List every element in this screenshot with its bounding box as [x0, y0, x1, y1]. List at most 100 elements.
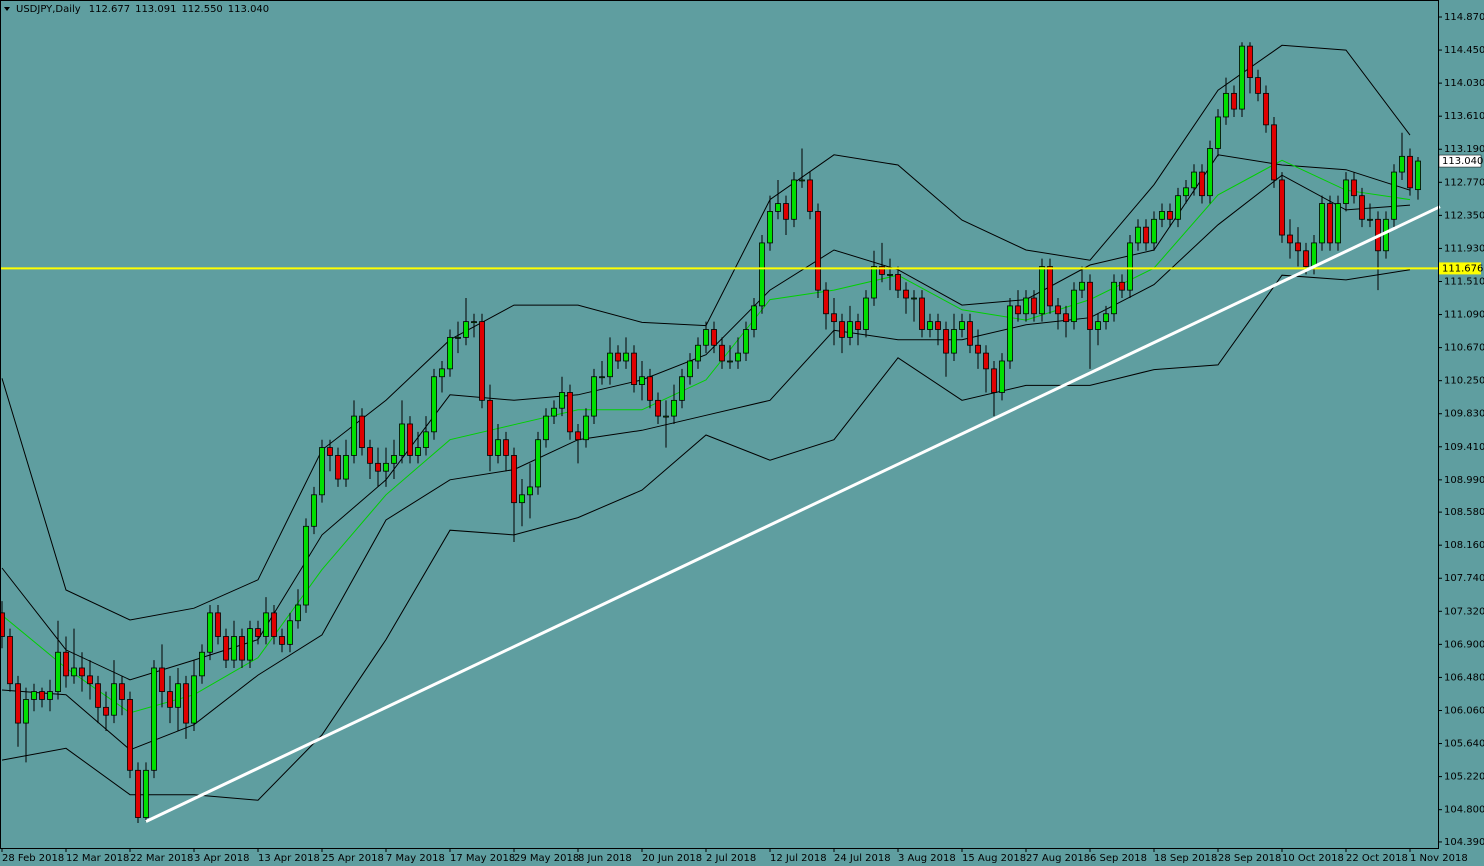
x-tick-label: 15 Aug 2018 [962, 853, 1026, 864]
price-tag-label: 113.040 [1442, 156, 1483, 167]
candle-body [583, 415, 589, 441]
candle-body [423, 431, 429, 448]
candle-body [199, 651, 205, 677]
candle-body [1175, 195, 1181, 220]
candle-body [543, 415, 549, 441]
x-tick-label: 24 Jul 2018 [834, 853, 891, 864]
header-value: 113.040 [228, 4, 269, 15]
candle-body [871, 266, 877, 299]
y-tick-label: 111.090 [1444, 310, 1484, 321]
candle-body [71, 667, 77, 677]
candle-body [567, 392, 573, 433]
candle-body [1215, 116, 1221, 149]
candle-body [951, 329, 957, 354]
candle-body [1359, 195, 1365, 220]
candle-body [1255, 77, 1261, 94]
y-tick-label: 104.800 [1444, 805, 1484, 816]
candle-body [863, 297, 869, 330]
candle-body [1327, 203, 1333, 244]
y-tick-label: 111.510 [1444, 276, 1484, 287]
candle-body [767, 211, 773, 244]
candle-body [1007, 305, 1013, 362]
y-tick-label: 107.320 [1444, 606, 1484, 617]
y-tick-label: 111.930 [1444, 243, 1484, 254]
candle-body [663, 415, 669, 418]
y-tick-label: 108.990 [1444, 475, 1484, 486]
y-tick-label: 106.060 [1444, 705, 1484, 716]
candle-body [431, 376, 437, 433]
candle-body [119, 683, 125, 700]
x-tick-label: 27 Aug 2018 [1026, 853, 1090, 864]
candle-body [911, 297, 917, 300]
indicator-line [1, 159, 1411, 714]
candle-body [1039, 266, 1045, 315]
candle-body [999, 360, 1005, 393]
candle-body [591, 376, 597, 417]
x-tick-label: 3 Apr 2018 [194, 853, 249, 864]
x-tick-label: 6 Sep 2018 [1090, 853, 1147, 864]
plot-area [0, 42, 1441, 824]
candle-body [167, 691, 173, 708]
y-tick-label: 114.030 [1444, 78, 1484, 89]
candle-body [687, 360, 693, 378]
x-tick-label: 13 Apr 2018 [258, 853, 320, 864]
candle-body [487, 399, 493, 456]
candle-body [1383, 218, 1389, 252]
candle-body [1183, 187, 1189, 197]
candle-body [1047, 266, 1053, 307]
candle-body [1415, 160, 1421, 191]
candle-body [263, 612, 269, 637]
candle-body [855, 321, 861, 330]
candle-body [279, 636, 285, 645]
x-tick-label: 25 Apr 2018 [322, 853, 384, 864]
candle-body [7, 636, 13, 685]
y-tick-label: 114.450 [1444, 45, 1484, 56]
candle-body [1239, 45, 1245, 110]
indicator-line [1, 269, 1411, 801]
candle-body [391, 455, 397, 464]
candle-body [143, 769, 149, 818]
candle-body [831, 313, 837, 323]
x-tick-label: 8 Jun 2018 [578, 853, 632, 864]
candle-body [1335, 203, 1341, 244]
x-tick-label: 1 Nov 2018 [1410, 853, 1468, 864]
candle-body [79, 667, 85, 677]
candle-body [967, 321, 973, 346]
x-tick-label: 28 Sep 2018 [1218, 853, 1281, 864]
y-tick-label: 114.870 [1444, 12, 1484, 23]
candle-body [1015, 305, 1021, 315]
candle-body [127, 699, 133, 771]
candle-body [367, 447, 373, 464]
x-tick-label: 10 Oct 2018 [1282, 853, 1344, 864]
y-tick-label: 106.480 [1444, 672, 1484, 683]
candle-body [695, 344, 701, 362]
candle-body [1087, 281, 1093, 330]
menu-arrow[interactable] [4, 7, 10, 11]
x-tick-label: 29 May 2018 [514, 853, 579, 864]
candle-body [1287, 234, 1293, 244]
candle-body [1071, 289, 1077, 323]
y-tick-label: 105.640 [1444, 739, 1484, 750]
candle-body [655, 399, 661, 417]
y-tick-label: 108.160 [1444, 540, 1484, 551]
candle-body [991, 368, 997, 393]
candle-body [183, 683, 189, 724]
candle-body [223, 636, 229, 661]
candle-body [399, 423, 405, 456]
candle-body [23, 699, 29, 724]
candle-body [615, 352, 621, 362]
candle-body [215, 612, 221, 637]
x-tick-label: 12 Jul 2018 [770, 853, 827, 864]
candle-body [1119, 281, 1125, 291]
candle-body [1199, 171, 1205, 197]
candle-body [455, 336, 461, 339]
candle-body [527, 486, 533, 496]
y-tick-label: 108.580 [1444, 507, 1484, 518]
candle-body [231, 636, 237, 661]
candle-body [551, 407, 557, 417]
candle-body [15, 683, 21, 724]
candle-body [1063, 313, 1069, 323]
candle-body [1127, 242, 1133, 291]
candle-body [47, 691, 53, 700]
